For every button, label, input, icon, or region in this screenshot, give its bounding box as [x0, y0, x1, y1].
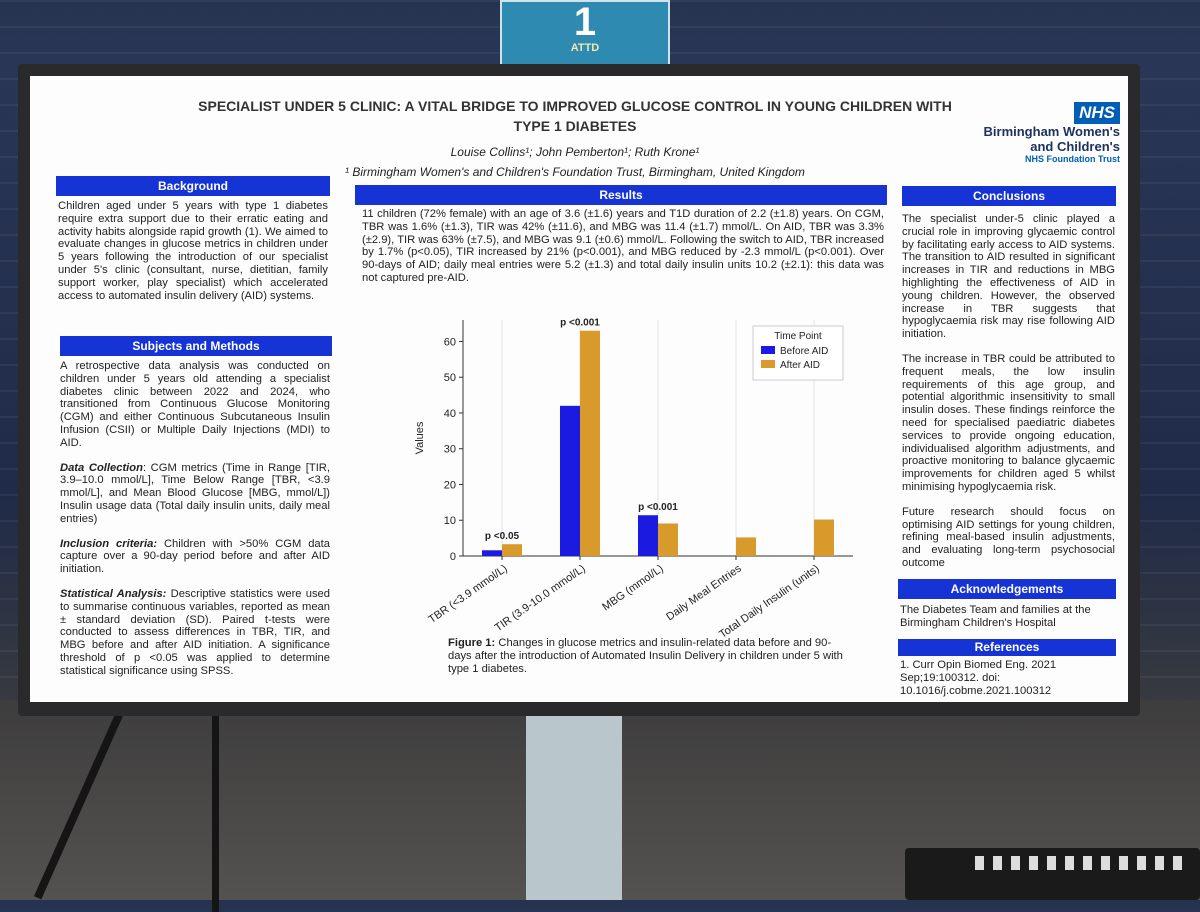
- mixer-knobs: [975, 856, 1185, 870]
- org-name-line2: and Children's: [1030, 139, 1120, 154]
- booth-brand: ATTD: [570, 42, 600, 54]
- chart-annotations: p <0.05 p <0.001 p <0.001: [485, 318, 678, 542]
- statistics-paragraph: Statistical Analysis: Descriptive statis…: [60, 588, 330, 678]
- methods-intro: A retrospective data analysis was conduc…: [60, 360, 330, 449]
- legend-title: Time Point: [774, 331, 822, 342]
- significance-label: p <0.001: [638, 502, 678, 513]
- author-list: Louise Collins¹; John Pemberton¹; Ruth K…: [450, 145, 700, 159]
- bar-before-aid: [482, 550, 502, 556]
- y-tick-label: 0: [450, 551, 456, 563]
- legend-label: After AID: [780, 360, 820, 371]
- poster-authors: Louise Collins¹; John Pemberton¹; Ruth K…: [180, 142, 970, 182]
- inclusion-text: Children with >50% CGM data capture over…: [60, 537, 330, 576]
- booth-sign: 1 ATTD: [500, 0, 670, 74]
- figure-label: Figure 1:: [448, 637, 496, 649]
- screen-stand: [526, 712, 622, 900]
- references-heading: References: [898, 639, 1116, 656]
- figure-caption-text: Changes in glucose metrics and insulin-r…: [448, 637, 843, 675]
- bar-after-aid: [502, 544, 522, 556]
- tripod-leg: [212, 712, 219, 912]
- y-tick-label: 50: [444, 372, 456, 384]
- org-name-line1: Birmingham Women's: [983, 124, 1120, 139]
- y-tick-label: 30: [444, 444, 456, 456]
- background-heading: Background: [56, 176, 330, 196]
- bar-after-aid: [580, 330, 600, 556]
- conclusions-paragraph-1: The specialist under-5 clinic played a c…: [902, 213, 1115, 341]
- conclusions-text: The specialist under-5 clinic played a c…: [902, 213, 1115, 582]
- conclusions-paragraph-3: Future research should focus on optimisi…: [902, 505, 1115, 569]
- bar-before-aid: [560, 405, 580, 556]
- bar-after-aid: [658, 523, 678, 556]
- y-tick-label: 20: [444, 479, 456, 491]
- data-collection-text: : CGM metrics (Time in Range [TIR, 3.9–1…: [60, 461, 330, 525]
- x-tick-label: TBR (<3.9 mmol/L): [426, 563, 509, 626]
- legend-swatch: [761, 346, 775, 354]
- methods-text: A retrospective data analysis was conduc…: [60, 360, 330, 690]
- data-collection-paragraph: Data Collection: CGM metrics (Time in Ra…: [60, 462, 330, 526]
- results-heading: Results: [355, 185, 887, 205]
- chart-legend: Time Point Before AID After AID: [752, 325, 844, 381]
- data-collection-label: Data Collection: [60, 461, 143, 474]
- results-text: 11 children (72% female) with an age of …: [362, 208, 884, 297]
- significance-label: p <0.001: [560, 318, 600, 329]
- y-tick-label: 60: [444, 336, 456, 348]
- statistics-text: Descriptive statistics were used to summ…: [60, 587, 330, 677]
- legend-swatch: [761, 360, 775, 368]
- legend-label: Before AID: [780, 346, 828, 357]
- bar-before-aid: [638, 515, 658, 556]
- background-paragraph: Children aged under 5 years with type 1 …: [58, 200, 328, 302]
- poster: SPECIALIST UNDER 5 CLINIC: A VITAL BRIDG…: [30, 76, 1128, 702]
- results-paragraph: 11 children (72% female) with an age of …: [362, 208, 884, 284]
- conclusions-heading: Conclusions: [902, 186, 1116, 206]
- acknowledgements-heading: Acknowledgements: [898, 579, 1116, 599]
- y-axis-label: Values: [414, 421, 426, 454]
- poster-title: SPECIALIST UNDER 5 CLINIC: A VITAL BRIDG…: [198, 98, 952, 134]
- bar-after-aid: [814, 519, 834, 556]
- conclusions-paragraph-2: The increase in TBR could be attributed …: [902, 352, 1115, 493]
- x-tick-label: MBG (mmol/L): [600, 563, 665, 614]
- nhs-logo: NHS: [1074, 102, 1120, 124]
- acknowledgements-text: The Diabetes Team and families at the Bi…: [900, 604, 1091, 629]
- x-tick-label: Daily Meal Entries: [664, 562, 744, 623]
- figure-caption: Figure 1: Changes in glucose metrics and…: [448, 637, 848, 675]
- booth-number: 1: [573, 0, 597, 44]
- inclusion-label: Inclusion criteria:: [60, 537, 158, 550]
- significance-label: p <0.05: [485, 531, 520, 542]
- chart-bars: [482, 330, 834, 556]
- bar-after-aid: [736, 537, 756, 556]
- y-tick-label: 10: [444, 515, 456, 527]
- references-text: 1. Curr Opin Biomed Eng. 2021 Sep;19:100…: [900, 659, 1057, 697]
- background-text: Children aged under 5 years with type 1 …: [58, 200, 328, 314]
- statistics-label: Statistical Analysis:: [60, 587, 167, 600]
- nhs-branding: NHS Birmingham Women's and Children's NH…: [984, 102, 1120, 164]
- trust-name: NHS Foundation Trust: [1025, 154, 1120, 164]
- y-tick-label: 40: [444, 408, 456, 420]
- audio-mixer: [905, 848, 1200, 900]
- methods-heading: Subjects and Methods: [60, 336, 332, 356]
- affiliation: ¹ Birmingham Women's and Children's Foun…: [345, 165, 805, 179]
- inclusion-paragraph: Inclusion criteria: Children with >50% C…: [60, 538, 330, 576]
